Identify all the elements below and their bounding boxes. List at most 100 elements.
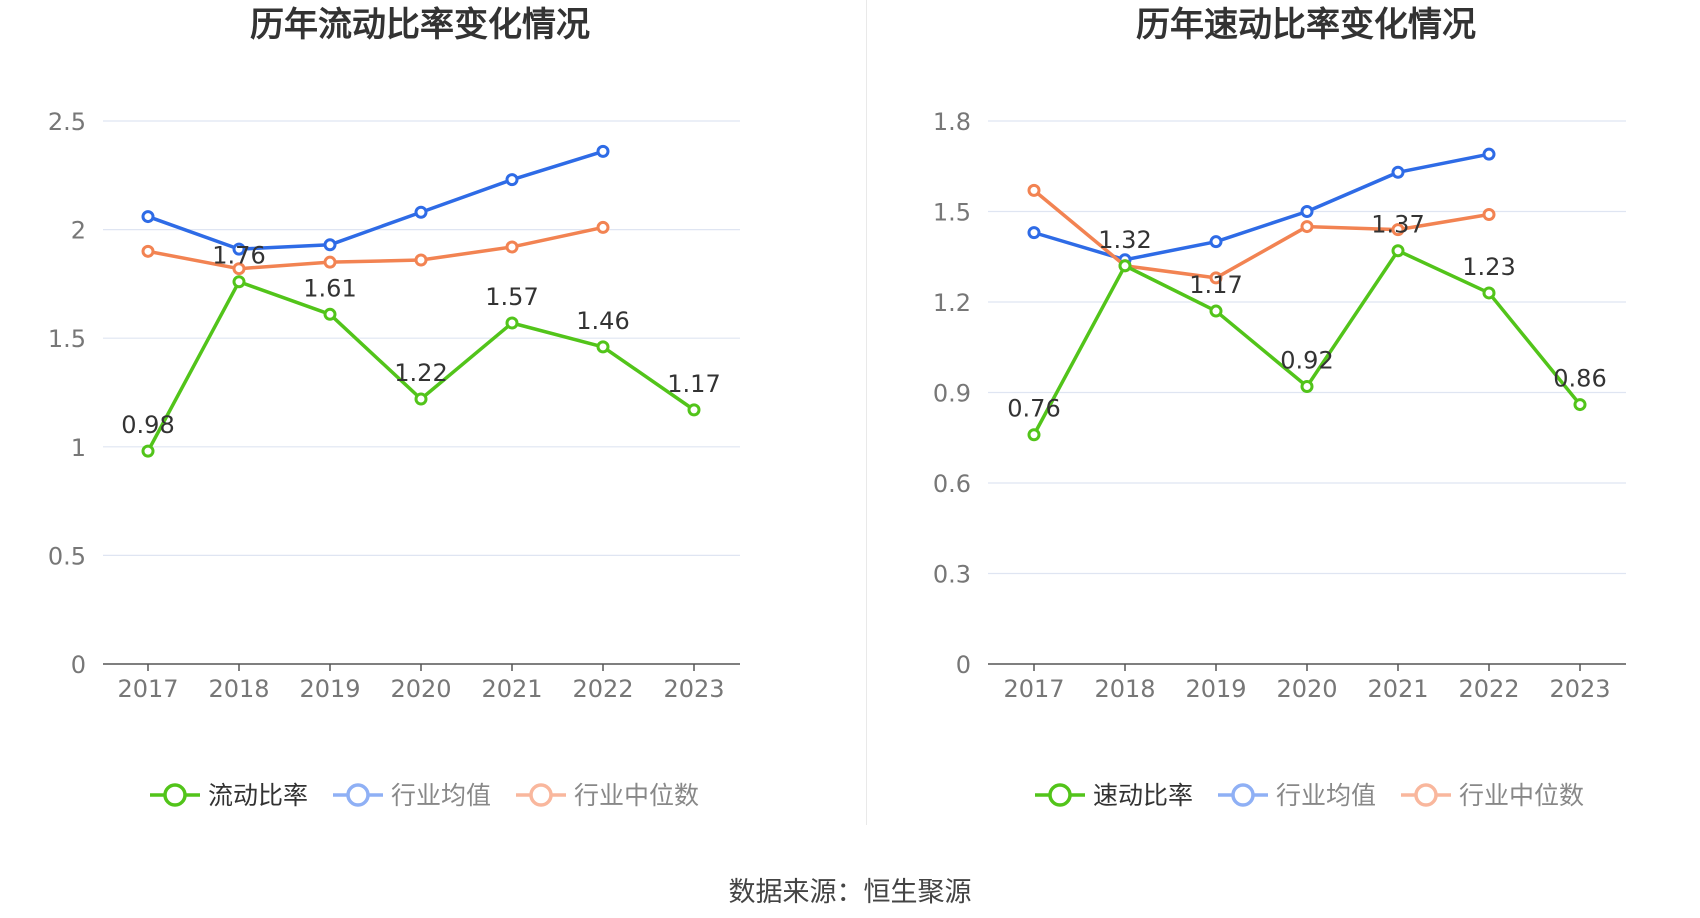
y-tick-label: 0 xyxy=(71,651,86,679)
legend-marker xyxy=(1231,783,1255,807)
data-point xyxy=(596,220,610,234)
legend-marker xyxy=(163,783,187,807)
y-tick-label: 2 xyxy=(71,217,86,245)
x-tick-label: 2017 xyxy=(1003,675,1064,703)
x-tick-label: 2021 xyxy=(1367,675,1428,703)
y-tick-label: 0.9 xyxy=(933,380,971,408)
y-tick-label: 0.5 xyxy=(48,542,86,570)
legend-label: 行业均值 xyxy=(1276,781,1376,810)
data-source: 数据来源：恒生聚源 xyxy=(728,877,972,908)
y-tick-label: 2.5 xyxy=(48,108,86,136)
data-label: 1.76 xyxy=(212,242,265,270)
y-tick-label: 1.5 xyxy=(933,199,971,227)
data-point xyxy=(1391,165,1405,179)
series-line xyxy=(147,149,604,251)
x-tick-label: 2018 xyxy=(208,675,269,703)
x-tick-label: 2020 xyxy=(390,675,451,703)
data-point xyxy=(232,262,246,276)
legend-label: 行业均值 xyxy=(391,781,491,810)
data-point xyxy=(1482,208,1496,222)
x-tick-label: 2022 xyxy=(1458,675,1519,703)
data-point xyxy=(323,307,337,321)
data-point xyxy=(505,316,519,330)
x-tick-label: 2019 xyxy=(299,675,360,703)
data-point xyxy=(323,255,337,269)
data-point xyxy=(687,403,701,417)
data-point xyxy=(1300,205,1314,218)
chart-title: 历年速动比率变化情况 xyxy=(1136,5,1476,45)
data-point xyxy=(1027,428,1041,442)
legend-marker xyxy=(346,783,370,807)
data-label: 1.46 xyxy=(576,307,629,335)
legend-item: 流动比率 xyxy=(150,781,308,810)
data-point xyxy=(1209,304,1223,318)
y-tick-label: 1.2 xyxy=(933,289,971,317)
x-tick-label: 2017 xyxy=(117,675,178,703)
data-point xyxy=(505,173,519,187)
legend-label: 速动比率 xyxy=(1093,781,1193,810)
data-label: 1.17 xyxy=(667,370,720,398)
data-point xyxy=(1027,183,1041,197)
data-point xyxy=(596,144,610,158)
data-label: 1.23 xyxy=(1462,253,1515,281)
legend-label: 行业中位数 xyxy=(1459,781,1584,810)
data-point xyxy=(1118,259,1132,273)
data-label: 0.92 xyxy=(1280,346,1333,374)
x-tick-label: 2021 xyxy=(481,675,542,703)
legend-item: 行业中位数 xyxy=(516,781,699,810)
legend-marker xyxy=(529,783,553,807)
chart-divider xyxy=(866,0,867,825)
data-point xyxy=(1391,244,1405,258)
data-point xyxy=(1300,220,1314,234)
chart-2: 历年速动比率变化情况 0 0.3 0.6 0.9 1.2 1.5 1.8 2017 2018 201… xyxy=(933,5,1626,810)
data-point xyxy=(141,444,155,458)
data-point xyxy=(596,340,610,354)
legend-item: 速动比率 xyxy=(1035,781,1193,810)
data-point xyxy=(1209,271,1223,285)
y-tick-label: 0.3 xyxy=(933,561,971,589)
data-point xyxy=(414,205,428,219)
x-tick-label: 2023 xyxy=(1549,675,1610,703)
series-line xyxy=(147,225,604,271)
data-point xyxy=(232,275,246,289)
data-point xyxy=(1482,147,1496,161)
y-tick-label: 1.5 xyxy=(48,325,86,353)
y-tick-label: 0.6 xyxy=(933,470,971,498)
legend-label: 流动比率 xyxy=(208,781,308,810)
y-tick-label: 1 xyxy=(71,434,86,462)
legend-item: 行业均值 xyxy=(1218,781,1376,810)
data-label: 0.98 xyxy=(121,411,174,439)
data-point xyxy=(414,253,428,267)
data-label: 0.86 xyxy=(1553,365,1606,393)
data-point xyxy=(141,244,155,258)
chart-1: 历年流动比率变化情况 0 0.5 1 1.5 2 2.5 2017 2018 2019 2020 20… xyxy=(48,5,740,810)
data-point xyxy=(323,238,337,252)
data-label: 1.37 xyxy=(1371,211,1424,239)
data-point xyxy=(232,242,246,256)
legend-item: 行业中位数 xyxy=(1401,781,1584,810)
legend-marker xyxy=(1048,783,1072,807)
data-point xyxy=(505,240,519,254)
x-tick-label: 2022 xyxy=(572,675,633,703)
x-tick-label: 2019 xyxy=(1185,675,1246,703)
data-point xyxy=(1573,398,1587,412)
x-tick-label: 2020 xyxy=(1276,675,1337,703)
x-tick-label: 2018 xyxy=(1094,675,1155,703)
legend-item: 行业均值 xyxy=(333,781,491,810)
data-point xyxy=(141,210,155,224)
data-label: 0.76 xyxy=(1007,395,1060,423)
data-point xyxy=(1300,379,1314,393)
y-tick-label: 1.8 xyxy=(933,108,971,136)
chart-title: 历年流动比率变化情况 xyxy=(250,5,590,45)
data-label: 1.22 xyxy=(394,359,447,387)
legend-label: 行业中位数 xyxy=(574,781,699,810)
data-label: 1.17 xyxy=(1189,271,1242,299)
data-point xyxy=(1209,235,1223,249)
data-point xyxy=(1391,223,1405,237)
data-label: 1.61 xyxy=(303,274,356,302)
data-label: 1.57 xyxy=(485,283,538,311)
data-label: 1.32 xyxy=(1098,226,1151,254)
data-point xyxy=(414,392,428,406)
data-point xyxy=(1482,286,1496,300)
